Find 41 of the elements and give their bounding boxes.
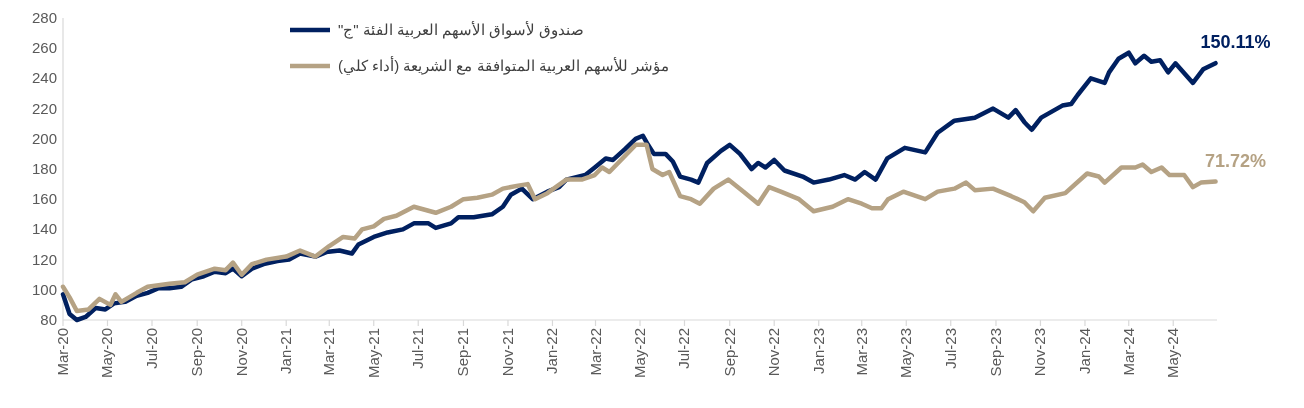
x-tick-label: May-22 bbox=[631, 328, 648, 379]
x-tick-label: Sep-22 bbox=[720, 328, 738, 377]
x-tick-label: Nov-22 bbox=[765, 328, 783, 377]
x-tick-label: Sep-21 bbox=[454, 328, 472, 377]
x-tick-label: Jan-21 bbox=[277, 328, 295, 374]
y-tick-label: 220 bbox=[31, 99, 57, 117]
y-tick-label: 180 bbox=[31, 160, 57, 177]
y-tick-label: 200 bbox=[31, 129, 57, 147]
x-tick-label: May-21 bbox=[364, 328, 382, 379]
x-tick-label: Jan-23 bbox=[809, 328, 827, 374]
x-tick-label: Mar-23 bbox=[852, 328, 870, 376]
x-tick-label: Jul-20 bbox=[142, 328, 160, 369]
x-tick-label: Jul-23 bbox=[941, 328, 959, 369]
x-tick-label: Mar-24 bbox=[1119, 328, 1137, 376]
x-tick-label: Jul-21 bbox=[409, 328, 427, 369]
y-tick-label: 80 bbox=[40, 311, 57, 328]
x-tick-label: Mar-21 bbox=[320, 328, 338, 376]
x-tick-label: Jan-22 bbox=[543, 328, 561, 374]
x-tick-label: Sep-20 bbox=[188, 328, 206, 377]
y-tick-label: 240 bbox=[31, 69, 57, 87]
y-tick-label: 100 bbox=[31, 280, 57, 298]
x-tick-label: Mar-22 bbox=[586, 328, 604, 376]
y-tick-label: 140 bbox=[31, 220, 57, 238]
x-tick-label: May-20 bbox=[98, 328, 116, 379]
x-tick-label: Sep-23 bbox=[986, 328, 1004, 377]
y-tick-label: 280 bbox=[31, 9, 57, 26]
y-tick-label: 160 bbox=[31, 190, 57, 208]
legend-label: مؤشر للأسهم العربية المتوافقة مع الشريعة (أداء كلي) bbox=[338, 56, 670, 75]
x-tick-label: Mar-20 bbox=[54, 328, 71, 376]
x-tick-label: Jan-24 bbox=[1075, 328, 1093, 374]
x-tick-label: Nov-20 bbox=[232, 328, 250, 377]
x-tick-label: Jul-22 bbox=[675, 328, 693, 369]
x-tick-label: Nov-21 bbox=[498, 328, 516, 377]
x-tick-label: Nov-23 bbox=[1031, 328, 1049, 377]
annotation: 150.11% bbox=[1200, 32, 1271, 53]
x-tick-label: May-23 bbox=[897, 328, 915, 379]
y-tick-label: 260 bbox=[31, 39, 57, 57]
legend-label: صندوق لأسواق الأسهم العربية الفئة "ج" bbox=[338, 21, 585, 39]
x-tick-label: May-24 bbox=[1164, 328, 1182, 379]
y-tick-label: 120 bbox=[31, 250, 57, 268]
annotation: 71.72% bbox=[1205, 150, 1267, 171]
